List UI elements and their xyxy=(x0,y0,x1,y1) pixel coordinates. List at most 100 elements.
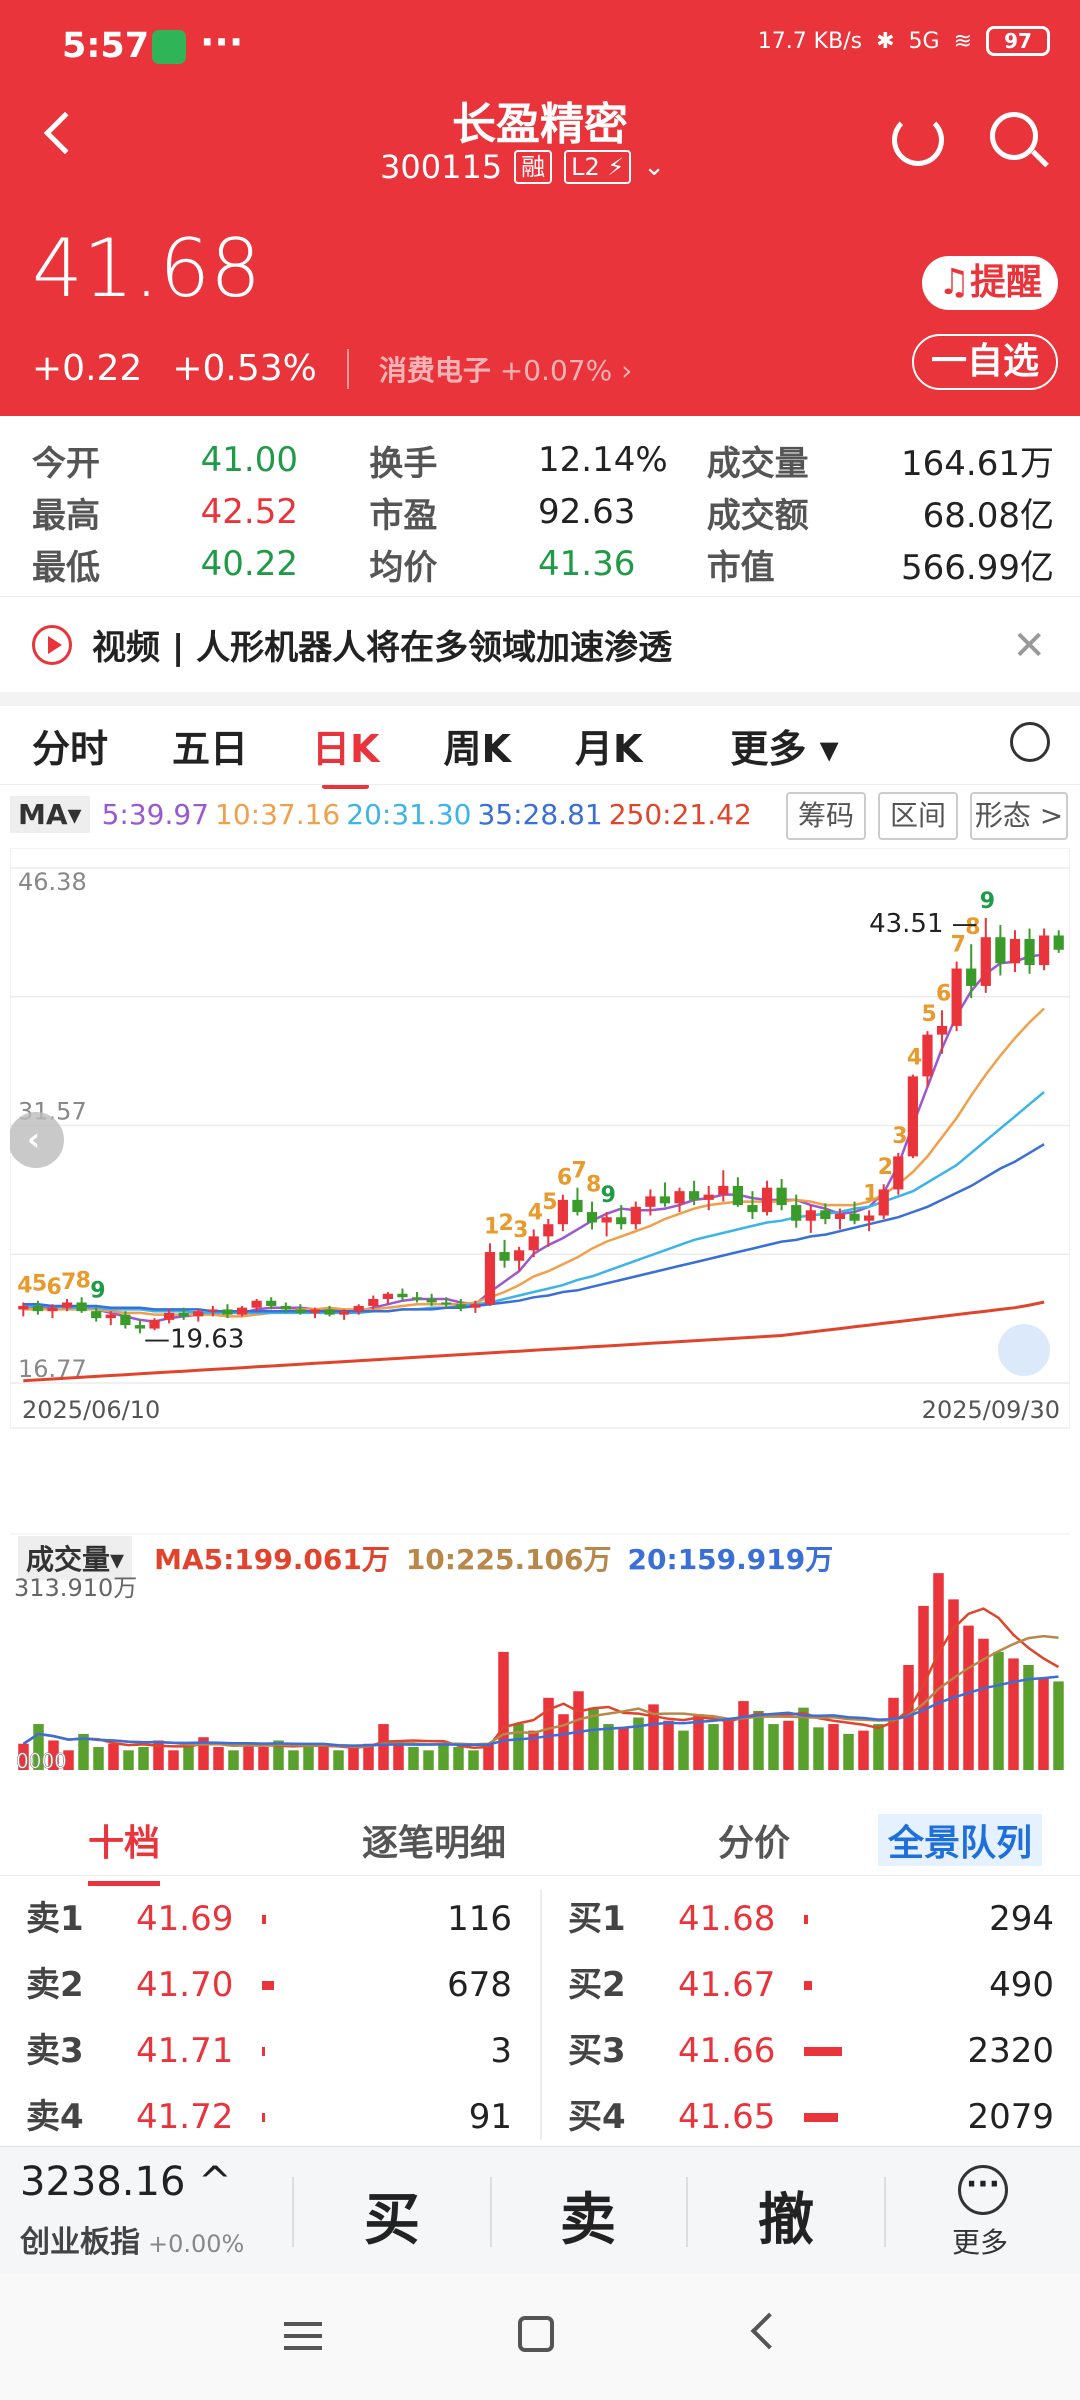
orderbook-row[interactable]: 卖4 41.72 91 xyxy=(26,2084,512,2146)
orderbook-row[interactable]: 买1 41.68 294 xyxy=(568,1886,1054,1952)
volume-select[interactable]: 成交量▾ xyxy=(18,1536,133,1580)
index-value[interactable]: 3238.16 ^ xyxy=(20,2159,232,2205)
quote-value: 566.99亿 xyxy=(901,547,1054,588)
volume-bar xyxy=(228,1750,239,1770)
ma-line-ma250 xyxy=(23,1300,1045,1383)
sector-link[interactable]: 消费电子 +0.07% › xyxy=(378,353,633,387)
volume-bar xyxy=(933,1573,944,1770)
volume-bar xyxy=(993,1651,1004,1770)
search-icon[interactable] xyxy=(990,112,1038,160)
volume-ma-value: 20:159.919万 xyxy=(627,1543,834,1576)
range-button[interactable]: 区间 xyxy=(878,792,958,840)
orderbook-row[interactable]: 卖3 41.71 3 xyxy=(26,2018,512,2084)
volume-bar xyxy=(573,1691,584,1770)
stock-header: 5:57 ··· 17.7 KB/s ✱ 5G ≋ 97 长盈精密 300115… xyxy=(0,0,1080,416)
candle xyxy=(1024,928,1035,974)
candle xyxy=(805,1205,816,1233)
index-name[interactable]: 创业板指 +0.00% xyxy=(20,2225,245,2260)
tab-2[interactable]: 日K xyxy=(312,718,379,789)
refresh-icon[interactable] xyxy=(892,114,944,166)
candle xyxy=(61,1298,73,1312)
td-marker: 1 xyxy=(863,1181,878,1206)
tab-price-distribution[interactable]: 分价 xyxy=(718,1823,791,1864)
td-marker: 7 xyxy=(61,1270,76,1295)
ma-value: 20:31.30 xyxy=(346,798,472,831)
volume-chart[interactable]: 313.910万 0000 xyxy=(10,1530,1070,1780)
tab-full-queue[interactable]: 全景队列 xyxy=(878,1814,1043,1866)
td-marker: 4 xyxy=(528,1200,543,1225)
volume-bar xyxy=(618,1727,629,1770)
level-volume-bar xyxy=(804,1915,808,1924)
tab-0[interactable]: 分时 xyxy=(32,726,109,771)
chips-button[interactable]: 筹码 xyxy=(786,792,866,840)
volume-bar xyxy=(588,1707,599,1770)
chevron-left-icon: ‹ xyxy=(27,1120,40,1158)
back-nav-icon[interactable] xyxy=(750,2312,788,2350)
candle xyxy=(674,1187,685,1213)
home-icon[interactable] xyxy=(518,2316,554,2352)
signal-icon: 5G xyxy=(908,28,940,54)
order-book: 卖1 41.69 116 卖2 41.70 678 卖3 41.71 3 卖4 41.72 91 买1… xyxy=(0,1886,1080,2146)
level-volume-bar xyxy=(262,1981,274,1990)
orderbook-row[interactable]: 买2 41.67 490 xyxy=(568,1952,1054,2018)
candle xyxy=(426,1293,437,1306)
remove-watchlist-button[interactable]: 一自选 xyxy=(912,334,1058,390)
candle xyxy=(936,1010,948,1054)
candle xyxy=(995,925,1006,976)
menu-icon[interactable] xyxy=(284,2322,322,2350)
volume-bar xyxy=(528,1730,539,1770)
quote-row: 今开 41.00 换手 12.14% 成交量 164.61万 xyxy=(32,434,1054,486)
news-banner[interactable]: 视频 | 人形机器人将在多领域加速渗透 ✕ xyxy=(0,596,1080,692)
volume-bar xyxy=(273,1740,284,1770)
candle xyxy=(266,1297,277,1310)
volume-bar xyxy=(108,1743,119,1770)
cancel-order-button[interactable]: 撤 xyxy=(758,2188,814,2253)
candle xyxy=(761,1180,773,1216)
volume-bar xyxy=(543,1697,554,1770)
separator xyxy=(292,2177,294,2247)
buy-button[interactable]: 买 xyxy=(364,2188,420,2253)
td-marker: 6 xyxy=(936,981,951,1006)
close-icon[interactable]: ✕ xyxy=(1012,623,1046,669)
low-label: —19.63 xyxy=(144,1324,244,1354)
chevron-up-icon: ^ xyxy=(198,2159,232,2205)
td-marker: 9 xyxy=(601,1183,616,1208)
quote-label: 市值 xyxy=(706,547,775,588)
volume-bar xyxy=(138,1747,149,1770)
wifi-icon: ≋ xyxy=(953,28,972,54)
divider xyxy=(346,348,349,389)
candle xyxy=(601,1212,612,1237)
td-marker: 8 xyxy=(76,1268,91,1293)
orderbook-row[interactable]: 卖2 41.70 678 xyxy=(26,1952,512,2018)
remind-button[interactable]: ♫提醒 xyxy=(922,256,1058,310)
candle xyxy=(251,1298,262,1312)
tab-5[interactable]: 更多 ▾ xyxy=(730,726,839,771)
tab-3[interactable]: 周K xyxy=(443,726,511,771)
more-label[interactable]: 更多 xyxy=(952,2226,1009,2259)
candle xyxy=(1053,930,1064,953)
battery-icon: 97 xyxy=(986,26,1050,56)
orderbook-divider xyxy=(540,1890,542,2140)
ma-select[interactable]: MA▾ xyxy=(10,796,90,833)
orderbook-row[interactable]: 卖1 41.69 116 xyxy=(26,1886,512,1952)
orderbook-row[interactable]: 买4 41.65 2079 xyxy=(568,2084,1054,2146)
fullscreen-icon[interactable] xyxy=(998,1324,1050,1376)
candle xyxy=(164,1309,175,1324)
tab-ten-levels[interactable]: 十档 xyxy=(88,1814,161,1886)
settings-icon[interactable] xyxy=(1010,722,1050,762)
chart-scroll-left-icon[interactable] xyxy=(10,1112,64,1168)
more-icon[interactable]: ··· xyxy=(958,2165,1008,2215)
volume-bar xyxy=(318,1743,329,1770)
tab-4[interactable]: 月K xyxy=(574,726,643,771)
candle xyxy=(718,1170,729,1202)
sell-button[interactable]: 卖 xyxy=(560,2188,616,2253)
tab-1[interactable]: 五日 xyxy=(172,726,249,771)
stock-code-row[interactable]: 300115 融 L2 ⚡ ⌄ xyxy=(380,148,665,186)
volume-bar xyxy=(303,1747,314,1770)
pattern-button[interactable]: 形态 > xyxy=(970,792,1068,840)
level-qty: 3 xyxy=(490,2031,512,2071)
orderbook-row[interactable]: 买3 41.66 2320 xyxy=(568,2018,1054,2084)
volume-bar xyxy=(753,1710,764,1770)
tab-tick-detail[interactable]: 逐笔明细 xyxy=(362,1823,507,1864)
